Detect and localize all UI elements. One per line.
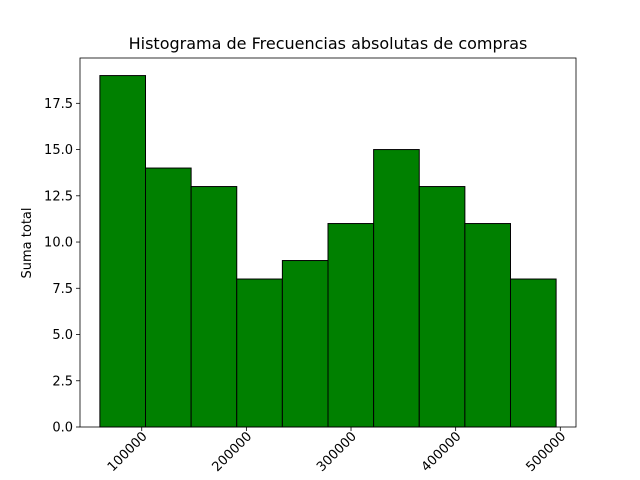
x-tick-label: 400000	[419, 429, 465, 475]
y-tick-label: 15.0	[44, 143, 73, 158]
bars-group	[99, 75, 557, 428]
chart-title: Histograma de Frecuencias absolutas de c…	[129, 34, 528, 53]
histogram-bar	[99, 75, 147, 428]
y-axis-label: Suma total	[20, 208, 35, 279]
y-tick-label: 10.0	[44, 236, 73, 251]
histogram-bar	[190, 186, 238, 428]
x-tick-label: 300000	[314, 429, 360, 475]
y-ticks-group: 0.0 2.5 5.0 7.5 10.0 12.5 15.0 17.5	[44, 97, 80, 436]
y-tick-label: 7.5	[52, 282, 73, 297]
histogram-bar	[464, 223, 511, 428]
histogram-bar	[509, 278, 557, 428]
y-tick-label: 5.0	[52, 328, 73, 343]
y-tick-label: 12.5	[44, 189, 73, 204]
x-ticks-group: 100000 200000 300000 400000 500000	[105, 427, 569, 475]
x-tick-label: 500000	[523, 429, 569, 475]
y-tick-label: 17.5	[44, 97, 73, 112]
y-tick-label: 0.0	[52, 421, 73, 436]
histogram-bar	[327, 223, 375, 428]
x-tick-label: 100000	[105, 429, 151, 475]
histogram-bar	[145, 167, 192, 428]
x-tick-label: 200000	[210, 429, 256, 475]
y-tick-label: 2.5	[52, 374, 73, 389]
histogram-bar	[281, 260, 329, 428]
plot-frame	[79, 57, 577, 428]
histogram-bar	[373, 149, 420, 428]
histogram-bar	[418, 186, 466, 428]
histogram-bar	[236, 278, 283, 428]
